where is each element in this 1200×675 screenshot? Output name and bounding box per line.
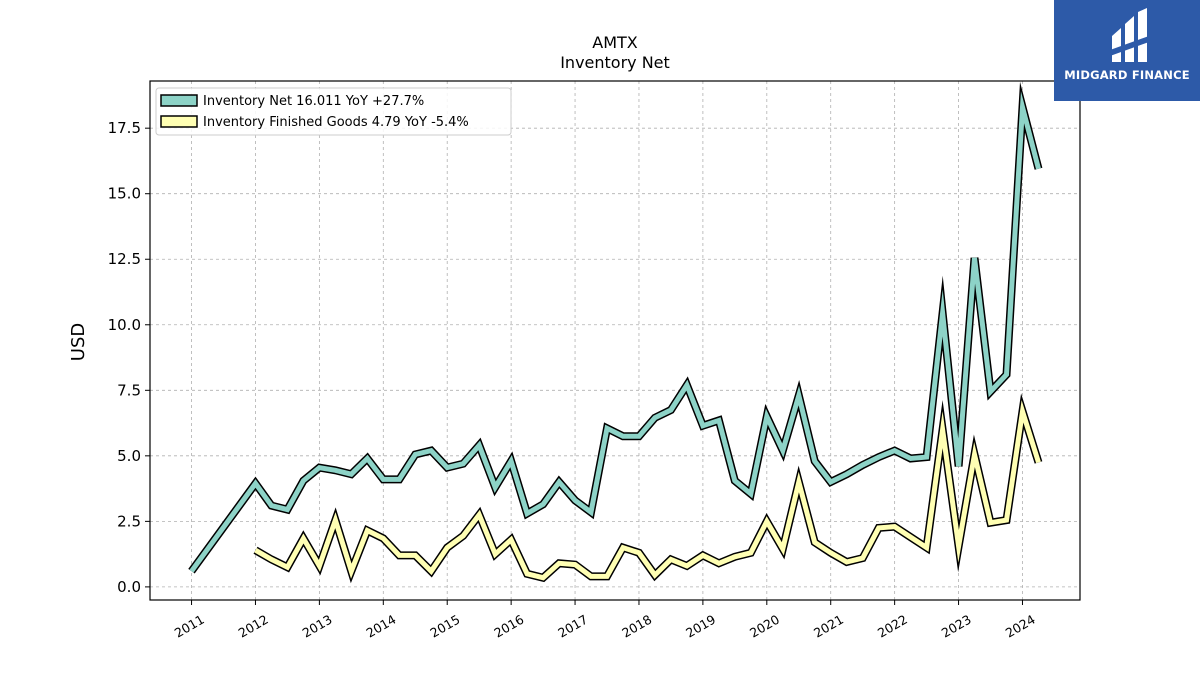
legend-label-inventory-net: Inventory Net 16.011 YoY +27.7% <box>203 94 424 109</box>
legend-swatch-finished-goods <box>160 115 198 128</box>
midgard-logo-icon <box>1110 8 1149 62</box>
y-tick-label: 12.5 <box>108 250 141 268</box>
chart-subtitle: Inventory Net <box>560 53 670 72</box>
midgard-finance-logo: MIDGARD FINANCE <box>1054 0 1200 101</box>
y-tick-label: 2.5 <box>117 512 141 530</box>
y-tick-label: 0.0 <box>117 578 141 596</box>
plot-frame <box>149 80 1081 601</box>
legend-label-finished-goods: Inventory Finished Goods 4.79 YoY -5.4% <box>203 115 469 130</box>
series-line-0 <box>189 91 1041 573</box>
grid <box>150 81 1080 600</box>
legend: Inventory Net 16.011 YoY +27.7% Inventor… <box>155 87 512 136</box>
chart-title: AMTX <box>592 33 638 52</box>
y-tick-label: 7.5 <box>117 381 141 399</box>
series-layer <box>188 81 1043 584</box>
y-tick-label: 5.0 <box>117 447 141 465</box>
legend-box <box>155 87 512 136</box>
y-tick-label: 17.5 <box>108 119 141 137</box>
series-line-1 <box>254 400 1041 581</box>
y-tick-label: 10.0 <box>108 316 141 334</box>
y-axis-label: USD <box>68 323 89 361</box>
y-tick-label: 15.0 <box>108 185 141 203</box>
legend-swatch-inventory-net <box>160 94 198 107</box>
logo-brand-text: MIDGARD FINANCE <box>1064 68 1190 82</box>
